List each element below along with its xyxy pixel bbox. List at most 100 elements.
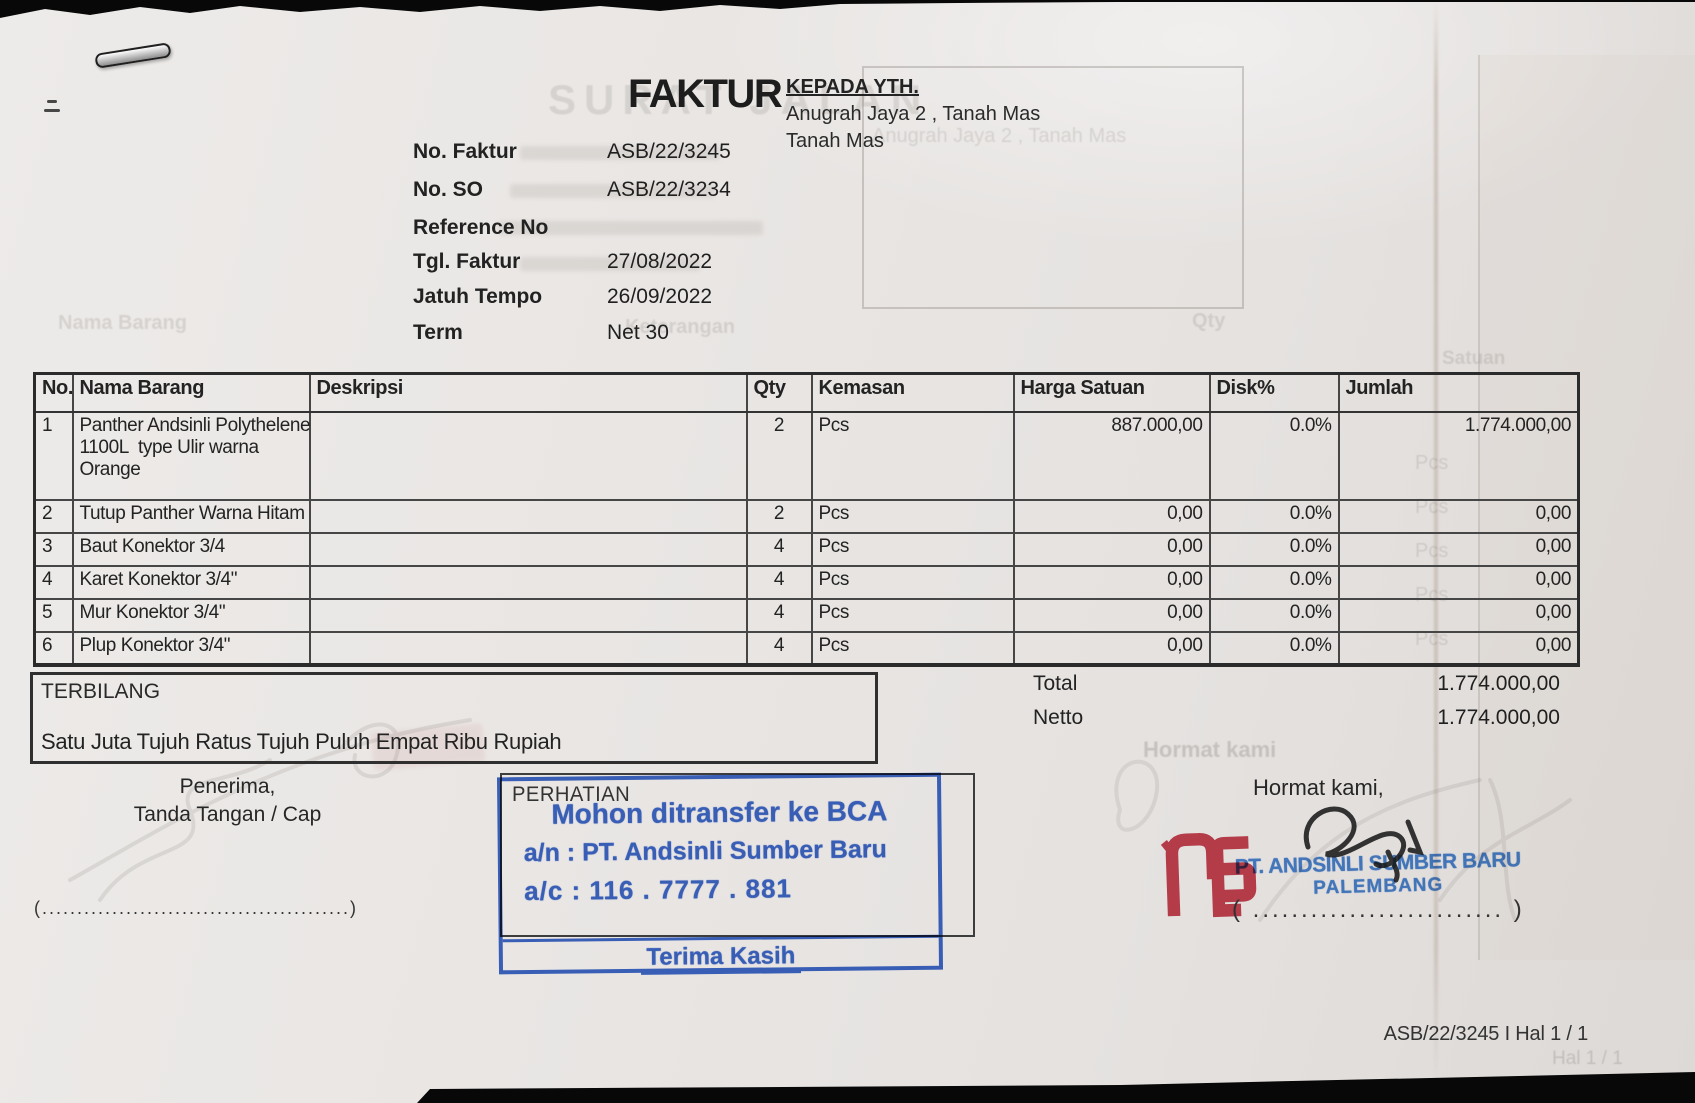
cell-jumlah: 0,00 [1337,631,1580,667]
cell-nama-barang: Mur Konektor 3/4" [71,598,311,633]
meta-row: No. Faktur ASB/22/3245 [413,140,833,164]
meta-row: Jatuh Tempo 26/09/2022 [413,285,833,309]
stamp-line-thanks: Terima Kasih [503,941,939,975]
meta-row: Reference No [413,216,833,240]
table-row: 1 Panther Andsinli Polythelene 1100L typ… [33,411,1580,501]
cell-nama-barang: Tutup Panther Warna Hitam [71,499,311,534]
cell-deskripsi [308,598,748,633]
cell-qty: 2 [745,411,813,501]
meta-row: No. SO ASB/22/3234 [413,178,833,202]
meta-label: Jatuh Tempo [413,285,543,308]
cell-qty: 4 [745,565,813,600]
cell-no: 2 [33,499,74,534]
table-row: 6 Plup Konektor 3/4" 4 Pcs 0,00 0.0% 0,0… [33,631,1580,667]
cell-qty: 4 [745,532,813,567]
cell-kemasan: Pcs [810,411,1015,501]
netto-label: Netto [1033,706,1084,729]
issuer-greeting: Hormat kami, [1253,775,1384,800]
invoice-meta: No. Faktur ASB/22/3245 No. SO ASB/22/3234 … [413,140,843,350]
cell-no: 6 [33,631,74,667]
table-row: 2 Tutup Panther Warna Hitam 2 Pcs 0,00 0… [33,499,1580,534]
receiver-line: Penerima, [179,775,276,798]
issuer-dotted-line: ( .......................... ) [1232,896,1525,923]
header-no: No. [33,372,74,413]
cell-disk: 0.0% [1208,411,1340,501]
cell-no: 3 [33,532,74,567]
meta-label: No. Faktur [413,140,517,163]
ghost-recipient-box [862,66,1244,309]
cell-kemasan: Pcs [810,631,1015,667]
meta-value: ASB/22/3234 [607,178,731,201]
cell-kemasan: Pcs [810,565,1015,600]
meta-row: Term Net 30 [413,321,833,345]
cell-kemasan: Pcs [810,598,1015,633]
cell-disk: 0.0% [1208,532,1340,567]
ink-signature [1303,806,1425,883]
cell-nama-barang: Plup Konektor 3/4" [71,631,311,667]
cell-disk: 0.0% [1208,631,1340,667]
receiver-dotted-line: (.......................................… [34,898,359,918]
meta-value: 27/08/2022 [607,250,713,273]
terbilang-label: TERBILANG [41,680,161,703]
page-footer: ASB/22/3245 I Hal 1 / 1 [1383,1023,1589,1045]
cell-harga-satuan: 0,00 [1012,631,1211,667]
cell-nama-barang: Karet Konektor 3/4" [71,565,311,600]
receiver-block: Penerima, Tanda Tangan / Cap [105,775,350,827]
header-harga-satuan: Harga Satuan [1012,372,1211,413]
cell-deskripsi [308,411,748,501]
meta-label: No. SO [413,178,484,201]
pen-mark [44,100,60,112]
meta-value: 26/09/2022 [607,285,713,308]
stamp-line-account-name: a/n : PT. Andsinli Sumber Baru [523,835,887,868]
cell-disk: 0.0% [1208,565,1340,600]
ghost-smudge [520,146,720,160]
meta-label: Reference No [413,216,549,239]
ghost-footer: Hal 1 / 1 [1552,1048,1623,1069]
cell-qty: 4 [745,598,813,633]
recipient-line: Anugrah Jaya 2 , Tanah Mas [786,103,1041,125]
recipient-block: KEPADA YTH. Anugrah Jaya 2 , Tanah Mas T… [786,76,1066,153]
ghost-smudge [510,184,715,198]
ghost-col-nama-barang: Nama Barang [58,312,187,334]
cell-jumlah: 1.774.000,00 [1337,411,1580,501]
cell-deskripsi [308,565,748,600]
cell-no: 1 [33,411,74,501]
cell-nama-barang: Panther Andsinli Polythelene 1100L type … [71,411,311,501]
cell-deskripsi [308,532,748,567]
total-label: Total [1033,672,1078,695]
netto-value: 1.774.000,00 [1437,706,1560,729]
cell-no: 4 [33,565,74,600]
stamp-thanks-text: Terima Kasih [640,942,802,975]
meta-label: Tgl. Faktur [413,250,521,273]
stamp-line-transfer: Mohon ditransfer ke BCA [551,795,888,830]
cell-harga-satuan: 0,00 [1012,532,1211,567]
cell-disk: 0.0% [1208,499,1340,534]
ghost-hormat-kami: Hormat kami [1143,737,1277,762]
total-value: 1.774.000,00 [1437,672,1560,695]
meta-value: Net 30 [607,321,669,344]
terbilang-box: TERBILANG Satu Juta Tujuh Ratus Tujuh Pu… [30,672,878,764]
cell-harga-satuan: 0,00 [1012,565,1211,600]
header-deskripsi: Deskripsi [308,372,748,413]
table-row: 3 Baut Konektor 3/4 4 Pcs 0,00 0.0% 0,00 [33,532,1580,567]
cell-harga-satuan: 0,00 [1012,499,1211,534]
cell-jumlah: 0,00 [1337,499,1580,534]
ghost-smudge [520,257,700,271]
items-table: No. Nama Barang Deskripsi Qty Kemasan Ha… [33,372,1580,667]
table-row: 4 Karet Konektor 3/4" 4 Pcs 0,00 0.0% 0,… [33,565,1580,600]
cell-qty: 2 [745,499,813,534]
header-kemasan: Kemasan [810,372,1015,413]
meta-row: Tgl. Faktur 27/08/2022 [413,250,833,274]
table-row: 5 Mur Konektor 3/4" 4 Pcs 0,00 0.0% 0,00 [33,598,1580,633]
header-jumlah: Jumlah [1337,372,1580,413]
table-header-row: No. Nama Barang Deskripsi Qty Kemasan Ha… [33,372,1580,413]
cell-qty: 4 [745,631,813,667]
cell-jumlah: 0,00 [1337,532,1580,567]
receiver-line: Tanda Tangan / Cap [133,803,322,826]
cell-deskripsi [308,631,748,667]
company-logo [1160,833,1257,918]
header-nama-barang: Nama Barang [71,372,311,413]
stamp-line-account-number: a/c : 116 . 7777 . 881 [524,873,793,907]
recipient-line: Tanah Mas [786,130,884,152]
